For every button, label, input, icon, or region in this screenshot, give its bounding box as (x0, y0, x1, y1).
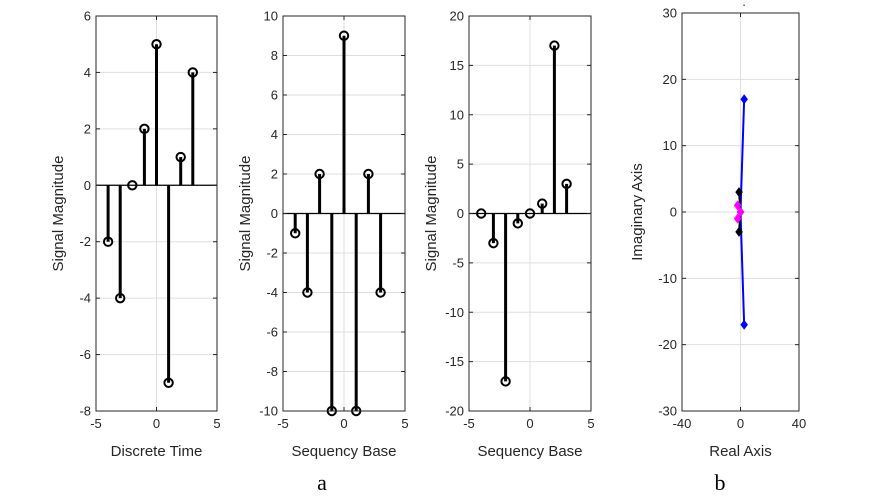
y-tick-label: -15 (445, 354, 464, 369)
y-tick-label: -6 (266, 325, 278, 340)
stem-marker (175, 151, 186, 163)
x-tick-label: 0 (153, 416, 160, 431)
x-axis-label: Sequency Base (477, 443, 582, 460)
top-mark: . (742, 0, 746, 9)
caption-b: b (715, 470, 726, 495)
point-marker (740, 319, 748, 330)
y-tick-label: -20 (445, 404, 464, 419)
y-tick-label: -8 (266, 364, 278, 379)
stem-marker (290, 228, 301, 239)
y-tick-label: -10 (259, 404, 278, 419)
stem-marker (500, 376, 511, 387)
y-tick-label: 0 (670, 205, 677, 220)
stem-marker (537, 198, 548, 209)
x-tick-label: 5 (213, 416, 220, 431)
y-tick-label: 15 (450, 58, 464, 73)
stem-marker (151, 39, 162, 50)
y-tick-label: 0 (84, 178, 91, 193)
y-tick-label: 8 (271, 48, 278, 63)
y-tick-label: -6 (79, 347, 91, 362)
y-tick-label: -20 (658, 337, 677, 352)
x-tick-label: 5 (401, 416, 408, 431)
y-tick-label: 10 (450, 107, 464, 122)
y-tick-label: -10 (658, 271, 677, 286)
y-tick-label: 4 (84, 65, 91, 80)
y-axis-label: Signal Magnitude (423, 156, 440, 272)
stem-marker (163, 377, 174, 388)
y-axis-label: Imaginary Axis (629, 163, 646, 261)
x-axis-label: Sequency Base (291, 443, 396, 460)
x-axis-label: Real Axis (709, 443, 772, 460)
y-axis-label: Signal Magnitude (50, 156, 67, 272)
point-marker (740, 94, 748, 105)
point-marker (735, 226, 743, 237)
y-tick-label: 10 (264, 9, 278, 24)
x-tick-label: -5 (277, 416, 289, 431)
y-axis-label: Signal Magnitude (237, 156, 254, 272)
y-tick-label: 6 (84, 9, 91, 24)
y-tick-label: -5 (452, 255, 464, 270)
x-tick-label: -5 (90, 416, 102, 431)
y-tick-label: 2 (271, 167, 278, 182)
subplot-time-signal: -5 0 5 -8 -6 -4 -2 0 2 4 6 Discrete Time Signal Magn… (50, 9, 221, 461)
subplot-sequency-spectrum-2: -5 0 5 -20 -15 -10 -5 0 5 10 15 20 Sequency Base Sign… (423, 9, 595, 461)
subplot-sequency-spectrum-1: -5 0 5 -10 -8 -6 -4 -2 0 2 4 6 8 10 Sequency Base Signa… (237, 9, 409, 461)
stem-marker (127, 180, 138, 191)
y-tick-label: -30 (658, 404, 677, 419)
stem-marker (187, 67, 199, 78)
x-tick-label: -40 (673, 416, 692, 431)
stem-marker (476, 208, 487, 219)
y-tick-label: 0 (271, 206, 278, 221)
y-tick-label: 5 (457, 157, 464, 172)
point-marker (733, 213, 742, 224)
y-tick-label: 2 (84, 121, 91, 136)
stem-marker (338, 30, 350, 41)
stem-marker (524, 208, 536, 219)
y-tick-label: 0 (457, 206, 464, 221)
point-marker (735, 187, 743, 198)
y-tick-label: -4 (266, 285, 278, 300)
point-marker (733, 200, 742, 211)
x-tick-label: -5 (463, 416, 475, 431)
stem-marker (549, 40, 560, 51)
x-tick-label: 0 (737, 416, 744, 431)
x-tick-label: 0 (340, 416, 347, 431)
y-tick-label: -10 (445, 305, 464, 320)
y-tick-label: 4 (271, 127, 278, 142)
point-marker (736, 207, 745, 217)
y-tick-label: 20 (663, 72, 677, 87)
stem-marker (314, 168, 325, 180)
subplot-pole-zero: -40 0 40 -30 -20 -10 0 10 20 30 Real Axis Imaginary… (629, 6, 806, 461)
x-tick-label: 0 (526, 416, 533, 431)
stem-marker (561, 178, 572, 190)
x-tick-label: 40 (792, 416, 806, 431)
stem-marker (302, 287, 313, 298)
y-tick-label: 6 (271, 88, 278, 103)
stem-marker (139, 123, 150, 135)
y-tick-label: -4 (79, 291, 91, 306)
y-tick-label: 10 (663, 138, 677, 153)
stem-marker (512, 218, 523, 229)
x-axis-label: Discrete Time (111, 443, 203, 460)
x-tick-label: 5 (587, 416, 594, 431)
y-tick-label: -2 (266, 246, 278, 261)
y-tick-label: -8 (79, 404, 91, 419)
stem-marker (375, 287, 386, 298)
caption-a: a (317, 470, 327, 495)
y-tick-label: 30 (663, 6, 677, 21)
y-tick-label: -2 (79, 234, 91, 249)
y-tick-label: 20 (450, 9, 464, 24)
stem-marker (488, 237, 499, 249)
stem-marker (102, 236, 114, 247)
stem-marker (363, 168, 374, 180)
stem-marker (115, 292, 126, 304)
